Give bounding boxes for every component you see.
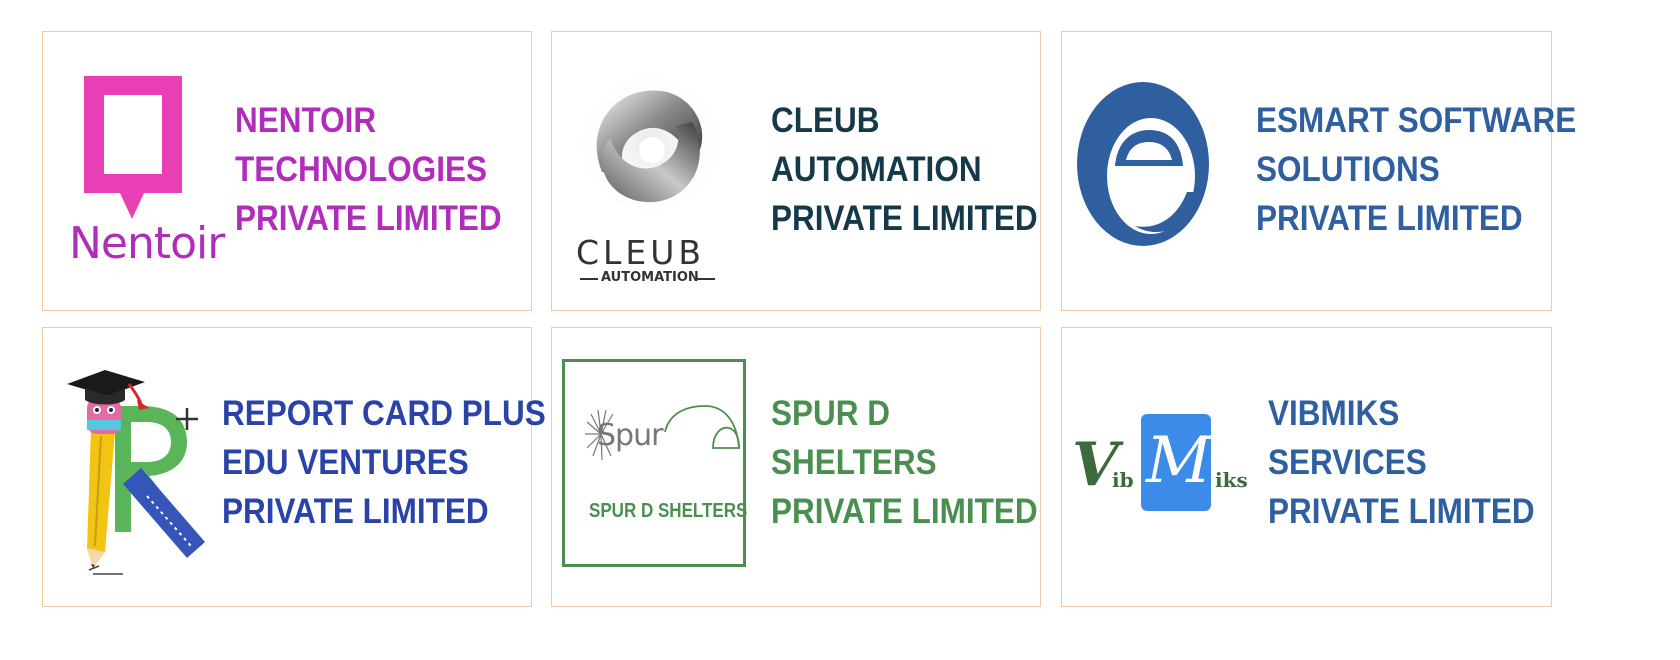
- company-name-cleub: CLEUB AUTOMATION PRIVATE LIMITED: [771, 96, 1038, 243]
- company-name-line: PRIVATE LIMITED: [771, 492, 1038, 531]
- cleub-wordmark: CLEUB: [576, 233, 706, 272]
- company-card-cleub: CLEUB AUTOMATION CLEUB AUTOMATION PRIVAT…: [551, 31, 1041, 311]
- spur-d-shelters-logo: Spur SPUR D SHELTERS: [562, 359, 748, 567]
- cleub-underline-left: [580, 278, 598, 280]
- spur-dome-icon: [585, 405, 740, 461]
- company-name-line: SOLUTIONS: [1256, 150, 1440, 189]
- company-name-line: AUTOMATION: [771, 150, 982, 189]
- company-name-line: TECHNOLOGIES: [235, 150, 488, 189]
- cleub-swirl-icon: [572, 66, 728, 222]
- company-name-line: PRIVATE LIMITED: [1256, 199, 1523, 238]
- company-name-line: PRIVATE LIMITED: [771, 199, 1038, 238]
- company-card-nentoir: Nentoir NENTOIR TECHNOLOGIES PRIVATE LIM…: [42, 31, 532, 311]
- company-name-line: ESMART SOFTWARE: [1256, 101, 1577, 140]
- company-card-spur-d-shelters: Spur SPUR D SHELTERS SPUR D SHELTERS PRI…: [551, 327, 1041, 607]
- company-name-nentoir: NENTOIR TECHNOLOGIES PRIVATE LIMITED: [235, 96, 502, 243]
- cleub-logo: CLEUB AUTOMATION: [572, 62, 732, 292]
- vibmiks-tile-letter: M: [1146, 424, 1212, 498]
- company-name-line: SERVICES: [1268, 443, 1427, 482]
- report-card-plus-logo: [63, 346, 213, 578]
- vibmiks-logo: V ib M iks: [1072, 412, 1248, 516]
- company-name-line: EDU VENTURES: [222, 443, 469, 482]
- company-card-vibmiks: V ib M iks VIBMIKS SERVICES PRIVATE LIMI…: [1061, 327, 1552, 607]
- company-name-line: SPUR D: [771, 394, 891, 433]
- esmart-letter-e-icon: [1077, 82, 1209, 246]
- vibmiks-blue-tile: [1141, 414, 1211, 511]
- esmart-logo: [1077, 80, 1213, 248]
- company-name-line: PRIVATE LIMITED: [222, 492, 489, 531]
- vibmiks-wordmark-v: V: [1072, 430, 1119, 500]
- spur-wordmark: Spur: [597, 418, 663, 453]
- cleub-sub-wordmark: AUTOMATION: [601, 270, 699, 285]
- nentoir-speech-bubble-icon: [84, 76, 182, 219]
- company-name-line: SHELTERS: [771, 443, 937, 482]
- vibmiks-wordmark-ib: ib: [1112, 468, 1134, 492]
- company-name-report-card-plus: REPORT CARD PLUS EDU VENTURES PRIVATE LI…: [222, 389, 546, 536]
- company-name-esmart: ESMART SOFTWARE SOLUTIONS PRIVATE LIMITE…: [1256, 96, 1576, 243]
- report-card-pencil-icon: [67, 370, 205, 575]
- spur-d-shelters-sub-wordmark: SPUR D SHELTERS: [589, 500, 748, 522]
- company-name-line: CLEUB: [771, 101, 880, 140]
- company-name-line: REPORT CARD PLUS: [222, 394, 546, 433]
- company-name-line: PRIVATE LIMITED: [1268, 492, 1535, 531]
- company-name-vibmiks: VIBMIKS SERVICES PRIVATE LIMITED: [1268, 389, 1535, 536]
- company-name-line: VIBMIKS: [1268, 394, 1400, 433]
- company-name-line: PRIVATE LIMITED: [235, 199, 502, 238]
- nentoir-logo: Nentoir: [69, 76, 225, 276]
- company-card-report-card-plus: REPORT CARD PLUS EDU VENTURES PRIVATE LI…: [42, 327, 546, 607]
- company-name-spur-d-shelters: SPUR D SHELTERS PRIVATE LIMITED: [771, 389, 1038, 536]
- company-card-esmart: ESMART SOFTWARE SOLUTIONS PRIVATE LIMITE…: [1061, 31, 1576, 311]
- cleub-underline-right: [697, 278, 715, 280]
- vibmiks-wordmark-iks: iks: [1215, 468, 1248, 492]
- nentoir-wordmark: Nentoir: [69, 218, 225, 269]
- company-name-line: NENTOIR: [235, 101, 377, 140]
